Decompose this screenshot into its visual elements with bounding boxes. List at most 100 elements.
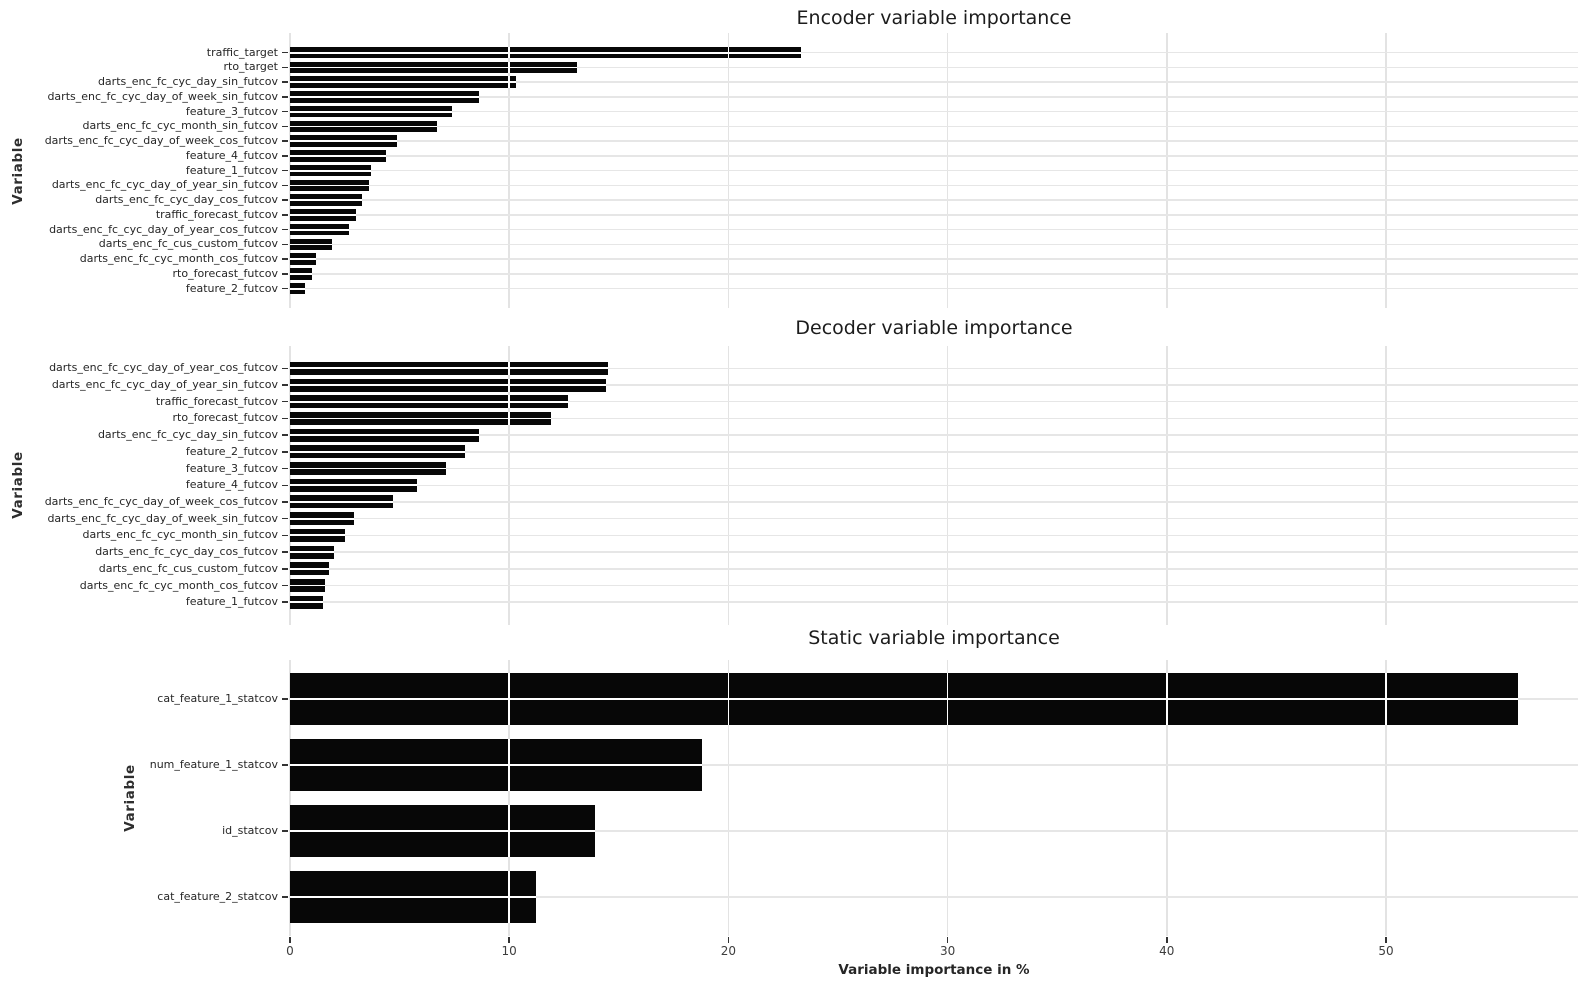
x-gridline [508, 660, 510, 937]
y-gridline [290, 228, 1578, 231]
y-gridline [290, 140, 1578, 142]
y-tick-mark [282, 698, 288, 700]
category-label: feature_3_futcov [185, 104, 278, 118]
bar-x-gridline [508, 805, 511, 858]
bar-x-gridline [508, 46, 511, 59]
y-tick-mark [282, 169, 288, 172]
category-label: darts_enc_fc_cyc_month_sin_futcov [82, 119, 278, 133]
bar-center-gridline [290, 551, 334, 553]
category-label: darts_enc_fc_cyc_day_of_week_sin_futcov [47, 511, 278, 525]
bar [290, 223, 350, 236]
category-label: feature_4_futcov [185, 478, 278, 492]
category-label: id_statcov [222, 824, 278, 838]
y-gridline [290, 367, 1578, 370]
bar-center-gridline [290, 567, 330, 570]
category-label: traffic_forecast_futcov [155, 207, 278, 221]
y-gridline [290, 551, 1578, 553]
bar-center-gridline [290, 228, 350, 231]
y-tick-mark [282, 517, 288, 520]
y-gridline [290, 501, 1578, 503]
bar [290, 428, 479, 442]
x-axis-title: Variable importance in % [838, 962, 1030, 978]
category-label: feature_3_futcov [185, 461, 278, 475]
category-label: traffic_forecast_futcov [155, 394, 278, 408]
category-label: darts_enc_fc_cyc_day_of_year_sin_futcov [51, 378, 278, 391]
bar [290, 562, 330, 576]
bar-center-gridline [290, 273, 312, 275]
category-label: darts_enc_fc_cyc_day_cos_futcov [95, 193, 278, 207]
bar-center-gridline [290, 96, 479, 98]
category-label: feature_1_futcov [185, 163, 278, 177]
bar [290, 579, 326, 593]
y-tick-mark [282, 451, 288, 453]
bar [290, 673, 1518, 726]
y-gridline [290, 451, 1578, 453]
chart-title: Decoder variable importance [795, 316, 1073, 339]
y-gridline [290, 584, 1578, 587]
x-tick-mark [1385, 936, 1387, 943]
bar-center-gridline [290, 169, 372, 172]
bar [290, 395, 569, 409]
bar-x-gridline [946, 673, 949, 726]
y-tick-mark [282, 273, 288, 275]
bar-x-gridline [508, 739, 511, 792]
bar [290, 179, 369, 192]
category-label: feature_2_futcov [185, 444, 278, 458]
bar-center-gridline [290, 125, 437, 128]
bar-center-gridline [290, 584, 326, 587]
y-tick-mark [282, 601, 288, 603]
category-label: darts_enc_fc_cyc_month_sin_futcov [82, 528, 278, 542]
x-tick-mark [727, 936, 730, 943]
y-gridline [290, 51, 1578, 54]
x-tick-mark [946, 936, 949, 943]
x-tick-label: 10 [501, 944, 517, 958]
bar-x-gridline [727, 46, 730, 59]
bar [290, 361, 608, 375]
y-gridline [290, 484, 1578, 487]
bar-center-gridline [290, 830, 595, 833]
bar [290, 164, 372, 177]
bar [290, 512, 354, 526]
bar-x-gridline [508, 61, 511, 74]
category-label: darts_enc_fc_cyc_month_cos_futcov [79, 252, 278, 266]
y-tick-mark [282, 896, 288, 898]
bar-center-gridline [290, 66, 578, 69]
bar [290, 595, 323, 609]
y-gridline [290, 184, 1578, 187]
bar-center-gridline [290, 450, 466, 453]
bar-x-gridline [508, 411, 511, 425]
bar-center-gridline [290, 214, 356, 216]
y-gridline [290, 467, 1578, 470]
bar-center-gridline [290, 243, 332, 246]
y-gridline [290, 243, 1578, 246]
bar [290, 545, 334, 559]
category-label: darts_enc_fc_cyc_day_of_week_sin_futcov [47, 89, 278, 103]
y-tick-mark [282, 81, 288, 83]
bar-center-gridline [290, 417, 551, 420]
bar-x-gridline [508, 361, 511, 375]
bar-center-gridline [290, 184, 369, 187]
bar [290, 105, 453, 118]
bar [290, 150, 387, 162]
bar-x-gridline [508, 871, 511, 924]
y-gridline [290, 601, 1578, 603]
bar-center-gridline [290, 764, 703, 767]
bar-center-gridline [290, 698, 1518, 701]
y-gridline [290, 66, 1578, 69]
y-gridline [290, 517, 1578, 520]
bar [290, 871, 536, 924]
category-label: darts_enc_fc_cyc_day_of_week_cos_futcov [44, 134, 278, 148]
category-label: darts_enc_fc_cyc_day_of_year_sin_futcov [51, 178, 278, 192]
bar [290, 528, 345, 542]
y-gridline [290, 169, 1578, 172]
x-tick-label: 40 [1159, 944, 1175, 958]
y-gridline [290, 155, 1578, 157]
bar-center-gridline [290, 896, 536, 899]
x-gridline [946, 660, 949, 937]
bar-center-gridline [290, 400, 569, 403]
y-tick-mark [282, 568, 288, 570]
bar-center-gridline [290, 258, 317, 261]
y-gridline [290, 384, 1578, 386]
